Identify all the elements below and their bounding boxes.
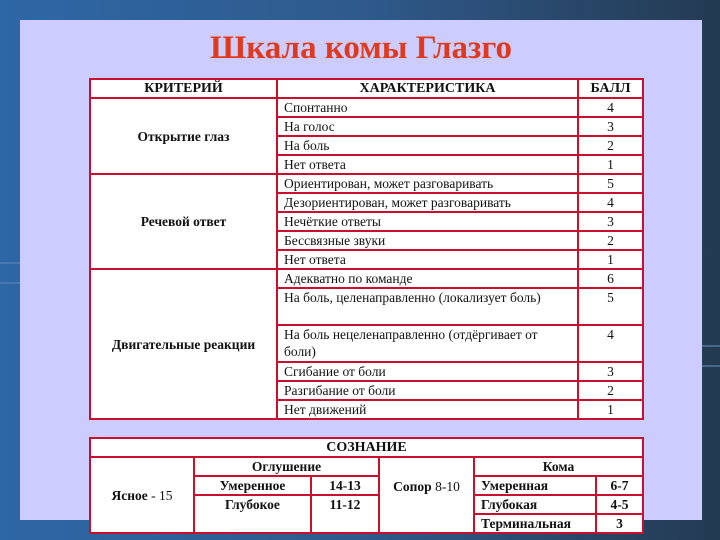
criterion-cell: Двигательные реакции <box>89 268 278 420</box>
characteristic-cell: На боль, целенаправленно (локализует бол… <box>276 287 579 326</box>
characteristic-cell: Дезориентирован, может разговаривать <box>276 192 579 213</box>
criterion-cell: Речевой ответ <box>89 173 278 270</box>
consciousness-heading: СОЗНАНИЕ <box>88 437 645 458</box>
characteristic-cell: Нет ответа <box>276 154 579 175</box>
coma-terminal: Терминальная <box>473 513 597 534</box>
stunning-deep: Глубокое <box>193 494 312 534</box>
score-cell: 2 <box>577 135 644 156</box>
characteristic-cell: Нет движений <box>276 399 579 420</box>
stunning-moderate: Умеренное <box>193 475 312 496</box>
score-cell: 4 <box>577 192 644 213</box>
coma-terminal-score: 3 <box>594 513 645 534</box>
score-cell: 1 <box>577 249 644 270</box>
coma-deep: Глубокая <box>473 494 597 515</box>
table-row: На боль нецеленаправленно (отдёргивает о… <box>90 324 644 363</box>
header-characteristic: ХАРАКТЕРИСТИКА <box>276 78 579 99</box>
table-row: Бессвязные звуки 2 <box>90 230 644 251</box>
characteristic-cell: На боль <box>276 135 579 156</box>
table-row: На голос 3 <box>90 116 644 137</box>
coma-moderate: Умеренная <box>473 475 597 496</box>
characteristic-cell: Нет ответа <box>276 249 579 270</box>
slide-title: Шкала комы Глазго <box>210 30 512 66</box>
characteristic-cell: Ориентирован, может разговаривать <box>276 173 579 194</box>
score-cell: 1 <box>577 399 644 420</box>
header-score: БАЛЛ <box>577 78 644 99</box>
sopor-cell: Сопор 8-10 <box>378 456 475 534</box>
characteristic-cell: Адекватно по команде <box>276 268 579 289</box>
decorative-stripe <box>0 282 20 284</box>
decorative-stripe <box>0 262 20 264</box>
slide-panel: Шкала комы Глазго КРИТЕРИЙ ХАРАКТЕРИСТИК… <box>20 20 702 534</box>
table-row: Нет ответа 1 <box>90 249 644 270</box>
header-criterion: КРИТЕРИЙ <box>89 78 278 99</box>
decorative-stripe <box>702 345 720 347</box>
characteristic-cell: Сгибание от боли <box>276 361 579 382</box>
coma-deep-score: 4-5 <box>594 494 645 515</box>
stunning-label: Оглушение <box>193 456 380 477</box>
sopor-label: Сопор <box>393 479 432 494</box>
characteristic-cell: Нечёткие ответы <box>276 211 579 232</box>
stunning-moderate-score: 14-13 <box>310 475 380 496</box>
characteristic-cell: На голос <box>276 116 579 137</box>
decorative-stripe <box>702 365 720 367</box>
consciousness-table: СОЗНАНИЕ Ясное - 15 Оглушение Сопор 8-10… <box>88 437 645 534</box>
criterion-cell: Открытие глаз <box>89 97 278 175</box>
score-cell: 3 <box>577 116 644 137</box>
table-row: На боль, целенаправленно (локализует бол… <box>90 287 644 326</box>
score-cell: 1 <box>577 154 644 175</box>
score-cell: 3 <box>577 211 644 232</box>
table-row: Разгибание от боли 2 <box>90 380 644 401</box>
sopor-score: 8-10 <box>435 479 460 494</box>
score-cell: 5 <box>577 287 644 326</box>
characteristic-cell: На боль нецеленаправленно (отдёргивает о… <box>276 324 579 363</box>
score-cell: 4 <box>577 97 644 118</box>
score-cell: 2 <box>577 230 644 251</box>
characteristic-cell: Разгибание от боли <box>276 380 579 401</box>
coma-label: Кома <box>472 456 645 477</box>
table-row: На боль 2 <box>90 135 644 156</box>
score-cell: 2 <box>577 380 644 401</box>
clear-cell: Ясное - 15 <box>89 456 195 534</box>
table-row: Двигательные реакции Адекватно по команде… <box>89 268 644 420</box>
characteristic-cell: Спонтанно <box>276 97 579 118</box>
clear-label: Ясное <box>111 487 148 503</box>
table-row: Нет ответа 1 <box>90 154 644 175</box>
table-row: Открытие глаз Спонтанно 4 <box>89 97 644 175</box>
coma-moderate-score: 6-7 <box>594 475 645 496</box>
table-header: КРИТЕРИЙ ХАРАКТЕРИСТИКА БАЛЛ <box>89 78 644 99</box>
table-row: Нет движений 1 <box>90 399 644 420</box>
glasgow-table: КРИТЕРИЙ ХАРАКТЕРИСТИКА БАЛЛ Открытие гл… <box>89 78 644 420</box>
table-row: Сгибание от боли 3 <box>90 361 644 382</box>
score-cell: 5 <box>577 173 644 194</box>
score-cell: 4 <box>577 324 644 363</box>
clear-score: - 15 <box>151 487 173 503</box>
stunning-deep-score: 11-12 <box>310 494 380 534</box>
table-row: Речевой ответ Ориентирован, может разгова… <box>89 173 644 270</box>
table-row: Дезориентирован, может разговаривать 4 <box>90 192 644 213</box>
score-cell: 3 <box>577 361 644 382</box>
score-cell: 6 <box>577 268 644 289</box>
table-row: Нечёткие ответы 3 <box>90 211 644 232</box>
characteristic-cell: Бессвязные звуки <box>276 230 579 251</box>
